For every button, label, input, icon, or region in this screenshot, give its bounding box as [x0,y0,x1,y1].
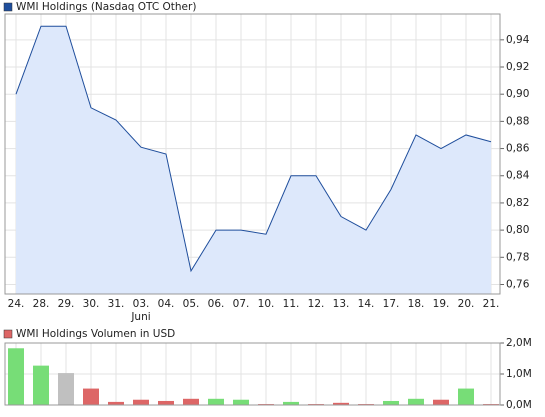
x-tick-sublabel: Juni [130,311,150,323]
plot-frame [4,342,501,406]
bar [158,400,174,405]
y-tick-label: 0,92 [506,61,529,73]
bar [183,398,199,405]
bar [408,398,424,405]
y-tick-label: 0,78 [506,251,529,263]
x-tick-label: 12. [308,298,325,310]
x-tick-label: 30. [83,298,100,310]
x-tick-label: 14. [358,298,375,310]
x-tick-label: 21. [483,298,500,310]
x-tick-label: 13. [333,298,350,310]
bar [383,400,399,405]
x-tick-label: 05. [183,298,200,310]
y-tick-label: 2,0M [506,337,532,349]
y-tick-label: 0,80 [506,224,529,236]
y-tick-label: 0,0M [506,399,532,411]
bar [283,401,299,405]
bar [108,401,124,405]
line [15,25,492,273]
x-tick-label: 29. [58,298,75,310]
bar [433,399,449,405]
bar [133,399,149,405]
x-tick-label: 10. [258,298,275,310]
x-tick-label: 11. [283,298,300,310]
x-tick-label: 24. [8,298,25,310]
legend-label: WMI Holdings Volumen in USD [16,328,175,340]
x-tick-label: 20. [458,298,475,310]
bar [458,388,474,405]
y-tick-label: 0,82 [506,197,529,209]
legend-label: WMI Holdings (Nasdaq OTC Other) [16,1,196,13]
bar [208,398,224,405]
bar [83,388,99,405]
y-tick-label: 1,0M [506,368,532,380]
x-tick-label: 19. [433,298,450,310]
x-tick-label: 31. [108,298,125,310]
x-tick-label: 18. [408,298,425,310]
area [16,26,491,295]
legend-swatch [3,329,13,339]
bar [233,399,249,405]
y-tick-label: 0,88 [506,115,529,127]
bar [8,348,24,405]
bar [33,365,49,405]
x-tick-label: 03. [133,298,150,310]
legend-swatch [3,2,13,12]
y-tick-label: 0,90 [506,88,529,100]
bar [58,373,74,405]
x-tick-label: 04. [158,298,175,310]
x-tick-label: 17. [383,298,400,310]
bar [333,402,349,405]
plot-frame [4,13,501,295]
x-tick-label: 28. [33,298,50,310]
y-tick-label: 0,86 [506,143,530,155]
x-tick-label: 06. [208,298,225,310]
y-tick-label: 0,84 [506,170,530,182]
x-tick-label: 07. [233,298,250,310]
y-tick-label: 0,76 [506,278,530,290]
y-tick-label: 0,94 [506,34,530,46]
